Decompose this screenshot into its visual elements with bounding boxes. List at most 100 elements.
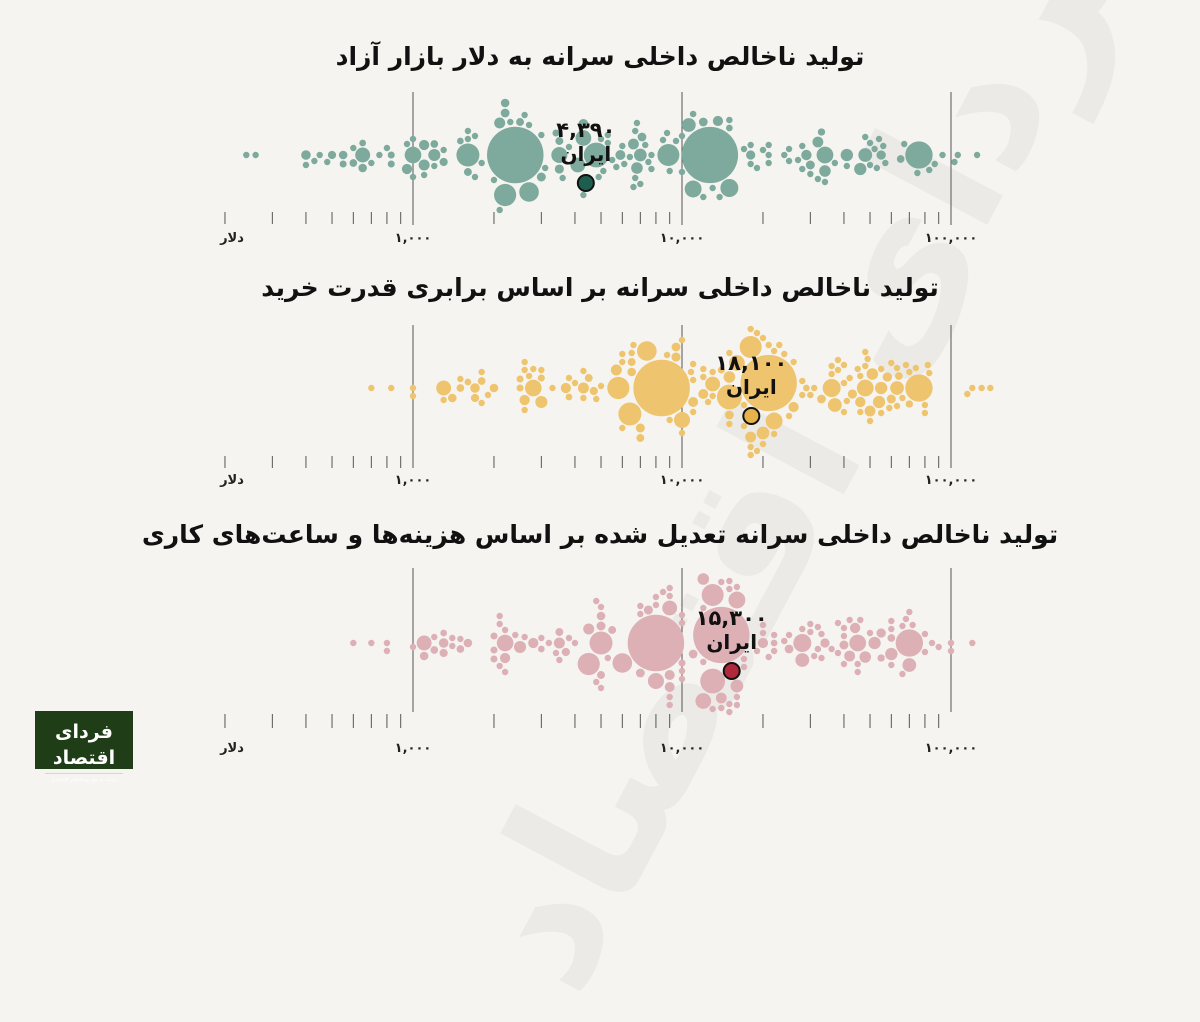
country-bubble	[387, 151, 395, 159]
country-bubble	[820, 638, 830, 648]
country-bubble	[666, 167, 673, 175]
country-bubble	[785, 145, 793, 153]
country-bubble	[770, 647, 778, 655]
country-bubble	[440, 629, 448, 637]
country-bubble	[834, 356, 842, 364]
country-bubble	[647, 672, 664, 690]
country-bubble	[747, 325, 754, 333]
country-bubble	[316, 151, 323, 159]
country-bubble	[494, 183, 517, 207]
country-bubble	[740, 655, 748, 663]
country-bubble	[477, 377, 486, 385]
country-bubble	[409, 173, 417, 181]
country-bubble	[873, 164, 881, 172]
country-bubble	[700, 365, 707, 373]
country-bubble	[790, 358, 797, 366]
tick-label: ۱۰۰,۰۰۰	[925, 741, 978, 756]
country-bubble	[818, 654, 825, 662]
country-bubble	[689, 408, 697, 416]
country-bubble	[770, 639, 778, 647]
country-bubble	[698, 117, 708, 127]
country-bubble	[637, 610, 644, 618]
country-bubble	[311, 157, 318, 165]
country-bubble	[324, 158, 331, 166]
country-bubble	[536, 172, 546, 182]
country-bubble	[593, 597, 600, 605]
country-bubble	[895, 372, 903, 380]
country-bubble	[403, 140, 411, 148]
country-bubble	[673, 411, 691, 429]
country-bubble	[877, 654, 885, 662]
country-bubble	[939, 151, 946, 159]
tick-label: ۱۰,۰۰۰	[660, 741, 705, 756]
country-bubble	[666, 592, 673, 600]
country-bubble	[906, 608, 913, 616]
iran-marker	[722, 662, 741, 680]
country-bubble	[726, 577, 733, 585]
country-bubble	[890, 381, 904, 395]
country-bubble	[636, 434, 645, 442]
country-bubble	[753, 447, 761, 455]
country-bubble	[580, 191, 587, 199]
country-bubble	[901, 140, 908, 148]
country-bubble	[854, 660, 861, 668]
country-bubble	[921, 630, 929, 638]
country-bubble	[740, 422, 748, 430]
country-bubble	[597, 135, 605, 143]
country-bubble	[928, 639, 936, 647]
country-bubble	[521, 366, 528, 374]
country-bubble	[457, 375, 464, 383]
country-bubble	[554, 164, 564, 174]
country-bubble	[700, 668, 726, 694]
country-bubble	[463, 638, 473, 648]
country-bubble	[637, 602, 644, 610]
country-bubble	[404, 146, 422, 164]
country-bubble	[765, 141, 772, 149]
country-bubble	[541, 164, 549, 172]
country-bubble	[862, 348, 869, 356]
iran-value-label: ۱۵,۳۰۰	[696, 606, 768, 630]
country-bubble	[449, 634, 456, 642]
country-bubble	[888, 625, 895, 633]
chart-title-adjusted: تولید ناخالص داخلی سرانه تعدیل شده بر اس…	[141, 520, 1059, 549]
country-bubble	[619, 142, 626, 150]
country-bubble	[729, 355, 745, 371]
country-bubble	[788, 401, 799, 413]
country-bubble	[678, 336, 686, 344]
country-bubble	[470, 383, 480, 393]
country-bubble	[604, 131, 612, 139]
country-bubble	[840, 660, 848, 668]
country-bubble	[555, 628, 564, 636]
country-bubble	[880, 142, 887, 150]
country-bubble	[886, 394, 896, 404]
country-bubble	[844, 650, 856, 662]
country-bubble	[770, 430, 778, 438]
country-bubble	[490, 646, 498, 654]
country-bubble	[695, 693, 712, 709]
country-bubble	[747, 141, 754, 149]
country-bubble	[589, 631, 613, 655]
country-bubble	[663, 351, 671, 359]
iran-value-label: ۱۸,۱۰۰	[715, 351, 787, 375]
country-bubble	[457, 635, 464, 643]
country-bubble	[701, 584, 724, 606]
country-bubble	[747, 451, 754, 459]
country-bubble	[521, 358, 528, 366]
country-bubble	[457, 137, 464, 145]
country-bubble	[494, 117, 506, 129]
country-bubble	[978, 384, 985, 392]
country-bubble	[538, 366, 545, 374]
country-bubble	[621, 160, 628, 168]
country-bubble	[781, 350, 788, 358]
country-bubble	[436, 380, 452, 396]
country-bubble	[756, 426, 770, 440]
country-bubble	[243, 151, 250, 159]
country-bubble	[302, 161, 310, 169]
country-bubble	[632, 127, 639, 135]
country-bubble	[678, 675, 686, 683]
country-bubble	[856, 379, 874, 397]
country-bubble	[776, 341, 783, 349]
country-bubble	[652, 593, 660, 601]
country-bubble	[597, 684, 605, 692]
country-bubble	[537, 645, 545, 653]
